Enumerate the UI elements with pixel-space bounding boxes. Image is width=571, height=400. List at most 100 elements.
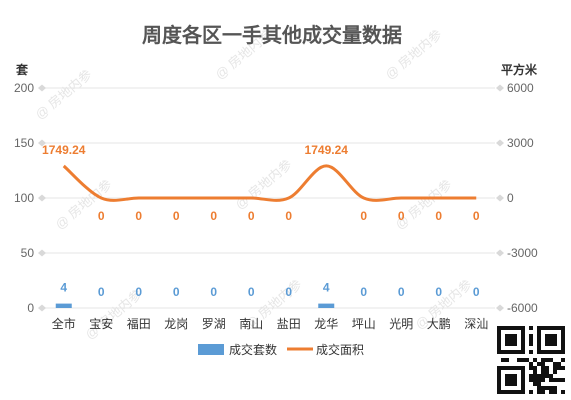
watermark-text: @ 房地内参 [392,177,454,233]
qr-module [529,390,533,394]
watermark-text: @ 房地内参 [232,157,294,213]
line-value-label: 0 [135,209,142,223]
qr-module [533,366,537,370]
qr-module [553,362,557,366]
bar-value-label: 4 [60,281,67,295]
qr-module [545,370,549,374]
category-label: 福田 [127,316,151,331]
bar[interactable] [318,303,335,308]
legend-label-units: 成交套数 [229,342,277,357]
left-tick-label: 200 [14,81,34,95]
qr-module [529,378,533,382]
qr-module [529,334,533,338]
category-label: 全市 [52,316,76,331]
qr-module [549,374,553,378]
line-value-label: 0 [98,209,105,223]
qr-module [549,358,553,362]
bar-value-label: 0 [173,285,180,299]
category-label: 宝安 [89,316,113,331]
area-line[interactable] [62,164,477,202]
category-label: 大鹏 [427,317,451,331]
right-axis-ticks: -6000 -3000 0 3000 6000 [496,81,538,315]
bar-value-label: 0 [398,285,405,299]
qr-module [557,366,561,370]
right-tick-marker [496,304,504,312]
right-tick-label: 0 [507,191,514,205]
qr-module [525,358,529,362]
watermark-text: @ 房地内参 [32,67,94,123]
qr-module [529,326,533,330]
bar-value-label: 0 [135,285,142,299]
bar-value-label: 4 [323,281,330,295]
qr-finder-core [505,374,517,386]
qr-module [561,390,565,394]
qr-module [549,390,553,394]
right-tick-label: 3000 [507,136,534,150]
qr-module [545,386,549,390]
qr-module [533,358,537,362]
left-axis-ticks: 0 50 100 150 200 [14,81,46,315]
bar[interactable] [55,303,72,308]
qr-module [561,366,565,370]
left-tick-label: 150 [14,136,34,150]
line-value-label: 0 [398,209,405,223]
bar-value-label: 0 [248,285,255,299]
qr-finder-core [545,334,557,346]
right-tick-marker [496,194,504,202]
category-axis: 全市 宝安 福田 龙岗 罗湖 南山 盐田 龙华 坪山 光明 大鹏 深汕 [52,316,489,331]
qr-module [501,358,505,362]
category-label: 南山 [239,316,263,331]
qr-module [545,358,549,362]
category-label: 龙岗 [164,317,188,331]
line-value-label: 0 [210,209,217,223]
qr-module [529,342,533,346]
qr-module [553,390,557,394]
right-tick-label: 6000 [507,81,534,95]
right-tick-label: -6000 [507,301,538,315]
left-tick-marker [38,249,46,257]
qr-module [505,358,509,362]
qr-module [541,374,545,378]
right-axis-label: 平方米 [501,62,538,77]
qr-finder-core [505,334,517,346]
left-tick-marker [38,84,46,92]
qr-module [557,362,561,366]
qr-module [537,382,541,386]
qr-module [545,366,549,370]
qr-module [541,386,545,390]
qr-module [529,374,533,378]
right-tick-marker [496,84,504,92]
qr-module [549,378,553,382]
right-tick-marker [496,249,504,257]
qr-code [497,326,565,394]
line-value-label: 1749.24 [42,143,86,157]
grid-lines [45,87,495,309]
line-value-label: 0 [173,209,180,223]
category-label: 深汕 [464,317,488,331]
qr-module [561,358,565,362]
bar-value-label: 0 [98,285,105,299]
line-value-label: 1749.24 [305,143,349,157]
qr-module [529,362,533,366]
qr-module [537,386,541,390]
category-label: 盐田 [277,317,301,331]
legend-label-area: 成交面积 [316,342,364,357]
legend[interactable]: 成交套数 成交面积 [198,342,364,357]
qr-module [529,350,533,354]
left-tick-label: 0 [27,301,34,315]
qr-module [541,378,545,382]
qr-module [533,374,537,378]
category-label: 坪山 [352,317,376,331]
line-value-label: 0 [248,209,255,223]
qr-module [541,358,545,362]
left-tick-marker [38,194,46,202]
line-series: 1749.24 0 0 0 0 0 0 1749.24 0 0 0 0 [42,143,480,223]
line-value-label: 0 [285,209,292,223]
qr-module [521,358,525,362]
qr-module [533,378,537,382]
qr-module [553,386,557,390]
qr-module [541,390,545,394]
qr-module [549,386,553,390]
qr-module [537,378,541,382]
